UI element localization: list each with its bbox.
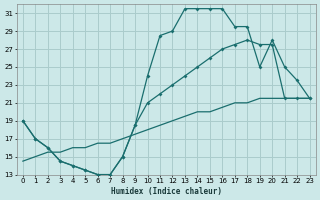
X-axis label: Humidex (Indice chaleur): Humidex (Indice chaleur)	[111, 187, 222, 196]
